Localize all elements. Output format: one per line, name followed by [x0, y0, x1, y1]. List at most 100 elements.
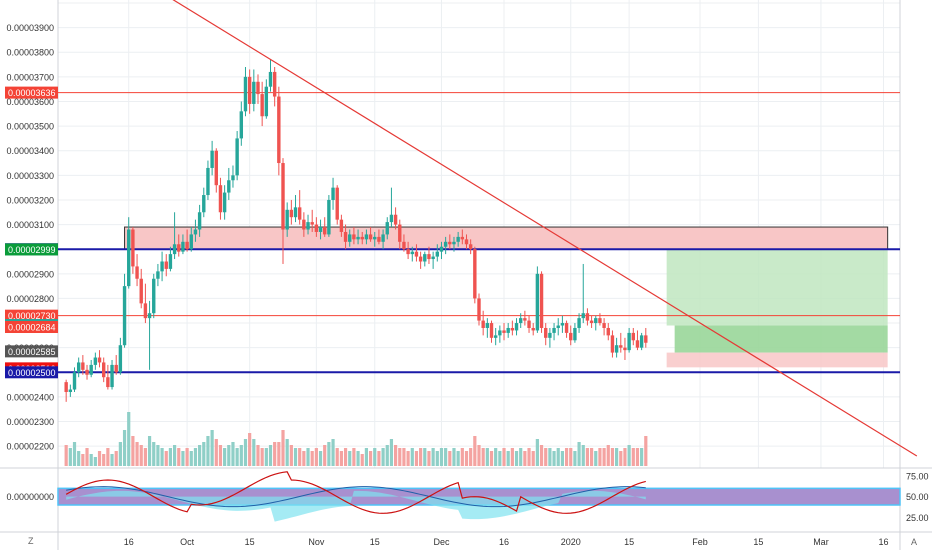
candle-body[interactable]	[393, 214, 398, 225]
candle-body[interactable]	[414, 251, 419, 257]
candle-body[interactable]	[152, 278, 156, 314]
candle-body[interactable]	[272, 71, 277, 97]
candle-body[interactable]	[527, 320, 531, 328]
candle-body[interactable]	[114, 364, 118, 373]
candle-body[interactable]	[431, 256, 435, 260]
candle-body[interactable]	[235, 138, 239, 176]
candle-body[interactable]	[143, 303, 148, 319]
candle-body[interactable]	[102, 362, 106, 378]
candle-body[interactable]	[306, 222, 310, 230]
candle-body[interactable]	[498, 330, 502, 336]
candle-body[interactable]	[310, 222, 314, 225]
candle-body[interactable]	[418, 256, 423, 262]
candle-body[interactable]	[252, 81, 256, 104]
candle-body[interactable]	[335, 187, 339, 220]
candle-body[interactable]	[623, 347, 627, 351]
candle-body[interactable]	[544, 327, 548, 338]
candle-body[interactable]	[247, 76, 252, 104]
candle-body[interactable]	[602, 323, 606, 328]
candle-body[interactable]	[519, 318, 523, 324]
candle-body[interactable]	[72, 372, 77, 390]
candle-body[interactable]	[285, 209, 289, 230]
candle-body[interactable]	[627, 332, 631, 351]
candle-body[interactable]	[327, 199, 331, 235]
candle-body[interactable]	[631, 332, 635, 341]
candle-body[interactable]	[614, 345, 619, 353]
candle-body[interactable]	[147, 313, 152, 319]
auto-scale-toggle[interactable]: A	[911, 537, 917, 547]
candle-body[interactable]	[135, 266, 139, 279]
candle-body[interactable]	[289, 209, 294, 218]
candle-body[interactable]	[531, 327, 535, 331]
candle-body[interactable]	[539, 273, 544, 328]
candle-body[interactable]	[323, 227, 327, 235]
candle-body[interactable]	[423, 254, 427, 262]
candle-body[interactable]	[206, 167, 210, 196]
candle-body[interactable]	[193, 229, 198, 235]
position-target-area[interactable]	[666, 249, 888, 326]
candle-body[interactable]	[502, 330, 506, 333]
candle-body[interactable]	[189, 234, 193, 250]
candle-body[interactable]	[489, 323, 494, 338]
candle-body[interactable]	[343, 231, 348, 242]
candle-body[interactable]	[377, 236, 381, 242]
candle-body[interactable]	[264, 86, 269, 117]
candle-body[interactable]	[577, 318, 581, 328]
candle-body[interactable]	[331, 187, 335, 200]
candle-body[interactable]	[560, 323, 565, 326]
candle-body[interactable]	[68, 389, 73, 392]
candle-body[interactable]	[410, 251, 414, 255]
candle-body[interactable]	[402, 241, 406, 250]
candle-body[interactable]	[202, 195, 206, 213]
candle-body[interactable]	[297, 207, 302, 220]
candle-body[interactable]	[606, 327, 610, 336]
candle-body[interactable]	[598, 318, 602, 324]
candle-body[interactable]	[348, 234, 352, 242]
candle-body[interactable]	[172, 244, 177, 255]
candle-body[interactable]	[360, 236, 364, 240]
candle-body[interactable]	[110, 364, 114, 388]
candle-body[interactable]	[644, 335, 648, 343]
candle-body[interactable]	[76, 362, 81, 373]
position-stop-area[interactable]	[666, 352, 888, 368]
candle-body[interactable]	[181, 241, 185, 252]
candle-body[interactable]	[435, 251, 439, 257]
candle-body[interactable]	[548, 332, 552, 338]
candle-body[interactable]	[364, 234, 369, 240]
candle-body[interactable]	[356, 236, 360, 240]
candle-body[interactable]	[256, 81, 260, 95]
candle-body[interactable]	[177, 244, 181, 252]
candle-body[interactable]	[314, 224, 319, 232]
candle-body[interactable]	[552, 327, 556, 333]
candle-body[interactable]	[260, 94, 264, 117]
candle-body[interactable]	[460, 236, 465, 240]
candle-body[interactable]	[439, 246, 444, 252]
candle-body[interactable]	[81, 362, 85, 370]
candle-body[interactable]	[239, 111, 244, 139]
resistance-zone[interactable]	[124, 226, 889, 250]
candle-body[interactable]	[639, 335, 644, 348]
candle-body[interactable]	[139, 278, 143, 304]
candle-body[interactable]	[581, 313, 585, 319]
candle-body[interactable]	[381, 234, 385, 242]
candle-body[interactable]	[452, 241, 456, 245]
candle-body[interactable]	[185, 241, 189, 250]
candle-body[interactable]	[368, 234, 373, 240]
candle-body[interactable]	[635, 340, 640, 348]
candle-body[interactable]	[373, 236, 377, 240]
candle-body[interactable]	[510, 327, 515, 331]
candle-body[interactable]	[197, 212, 202, 230]
candle-body[interactable]	[569, 332, 573, 341]
candle-body[interactable]	[427, 254, 431, 260]
descending-trendline[interactable]	[170, 0, 918, 457]
candle-body[interactable]	[585, 313, 590, 321]
candle-body[interactable]	[564, 323, 569, 333]
candle-body[interactable]	[93, 357, 98, 365]
candle-body[interactable]	[302, 219, 306, 230]
candle-body[interactable]	[318, 227, 323, 232]
candle-body[interactable]	[131, 229, 135, 267]
candle-body[interactable]	[398, 224, 402, 242]
candle-body[interactable]	[573, 327, 577, 341]
candle-body[interactable]	[610, 335, 615, 353]
